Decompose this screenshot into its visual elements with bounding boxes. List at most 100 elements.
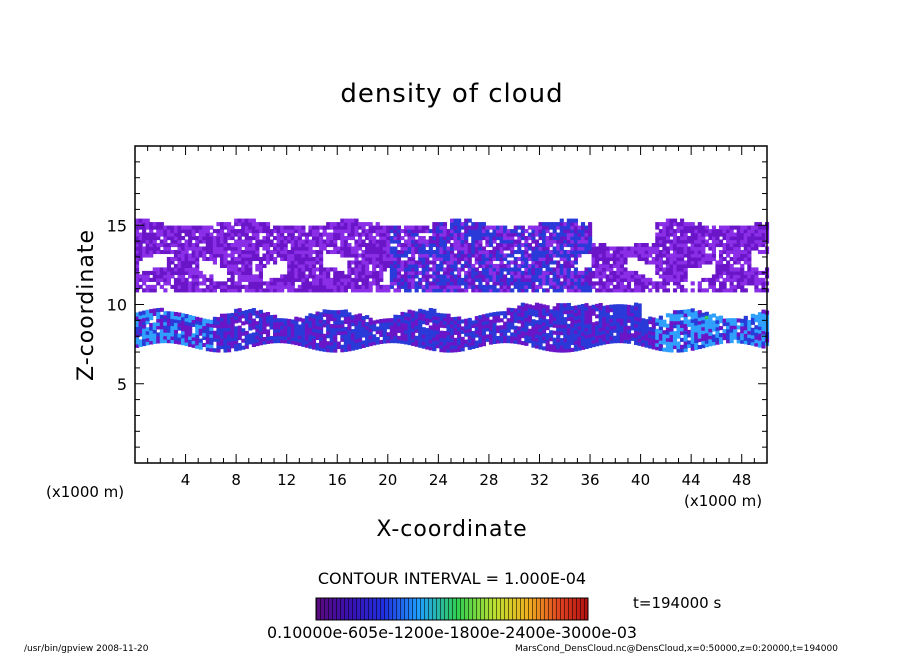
cloud-cell (294, 256, 299, 262)
cloud-cell (142, 341, 147, 347)
cloud-cell (495, 277, 501, 282)
cloud-cell (605, 277, 610, 282)
cloud-cell (527, 328, 532, 333)
cloud-cell (641, 288, 646, 293)
cloud-cell (223, 334, 228, 339)
cloud-cell (269, 239, 274, 244)
cloud-cell (453, 239, 458, 244)
cloud-cell (389, 260, 394, 265)
cloud-cell (655, 332, 660, 337)
cloud-cell (534, 330, 540, 335)
cloud-cell (609, 336, 614, 341)
cloud-cell (573, 246, 578, 251)
cloud-cell (393, 267, 398, 272)
cloud-cell (421, 239, 426, 244)
cloud-cell (297, 236, 302, 241)
cloud-cell (216, 222, 221, 227)
cloud-cell (527, 253, 532, 258)
cloud-cell (403, 232, 409, 237)
cloud-cell (421, 344, 426, 349)
cloud-cell (258, 341, 264, 346)
cloud-cell (262, 263, 267, 269)
cloud-cell (311, 284, 317, 289)
cloud-cell (573, 288, 578, 293)
cloud-cell (662, 232, 667, 237)
cloud-cell (584, 288, 589, 293)
cloud-cell (389, 277, 394, 282)
cloud-cell (258, 270, 264, 275)
cloud-cell (609, 318, 614, 323)
cloud-cell (365, 236, 370, 241)
cloud-cell (280, 277, 285, 282)
cloud-cell (269, 325, 274, 330)
cloud-cell (549, 239, 554, 244)
cloud-cell (354, 243, 359, 248)
cloud-cell (308, 225, 313, 230)
cloud-cell (149, 232, 154, 237)
cloud-cell (517, 243, 522, 248)
cloud-cell (715, 319, 720, 324)
cloud-cell (308, 274, 313, 279)
cloud-cell (478, 284, 483, 289)
cloud-cell (244, 236, 249, 241)
cloud-cell (163, 288, 168, 293)
cloud-cell (499, 236, 504, 241)
cloud-cell (534, 249, 540, 255)
cloud-cell (602, 326, 607, 331)
cloud-cell (616, 311, 621, 316)
cloud-cell (322, 277, 327, 282)
cloud-cell (566, 260, 571, 265)
cloud-cell (280, 318, 285, 323)
cloud-cell (319, 253, 324, 258)
cloud-cell (503, 328, 508, 333)
cloud-cell (552, 337, 557, 342)
cloud-cell (513, 311, 518, 316)
cloud-cell (329, 222, 334, 227)
cloud-cell (205, 319, 210, 324)
cloud-cell (460, 232, 465, 237)
cloud-cell (326, 313, 331, 318)
cloud-cell (644, 246, 649, 251)
cloud-cell (545, 243, 550, 248)
cloud-cell (591, 329, 596, 334)
cloud-cell (403, 288, 409, 293)
cloud-cell (449, 222, 455, 227)
cloud-cell (219, 232, 225, 237)
cloud-cell (619, 318, 625, 323)
cloud-cell (761, 320, 766, 325)
cloud-cell (432, 239, 437, 244)
cloud-cell (488, 312, 494, 317)
cloud-cell (315, 274, 320, 279)
cloud-cell (237, 318, 242, 323)
cloud-cell (170, 328, 175, 334)
cloud-cell (407, 232, 412, 237)
cloud-cell (538, 310, 543, 315)
x-tick-4: 4 (181, 146, 190, 489)
cloud-cell (573, 256, 578, 262)
cloud-cell (520, 270, 525, 275)
cloud-cell (276, 225, 281, 230)
cloud-cell (393, 249, 398, 255)
cloud-cell (559, 320, 564, 325)
cloud-cell (396, 335, 402, 340)
cloud-cell (333, 277, 338, 282)
cloud-cell (750, 317, 755, 322)
cloud-cell (672, 239, 678, 244)
cloud-cell (495, 243, 501, 248)
cloud-cell (209, 236, 214, 241)
cloud-cell (602, 323, 607, 328)
cloud-cell (418, 236, 423, 241)
cloud-cell (163, 239, 168, 244)
cloud-cell (198, 236, 203, 241)
cloud-cell (715, 288, 720, 293)
cloud-cell (336, 270, 341, 275)
y-tick-15: 15 (107, 216, 767, 235)
cloud-cell (156, 335, 161, 341)
cloud-cell (757, 322, 763, 327)
cloud-cell (634, 284, 639, 289)
cloud-cell (152, 288, 157, 293)
cloud-cell (237, 260, 242, 265)
cloud-cell (655, 321, 660, 326)
cloud-cell (191, 281, 196, 286)
cloud-cell (400, 332, 405, 337)
